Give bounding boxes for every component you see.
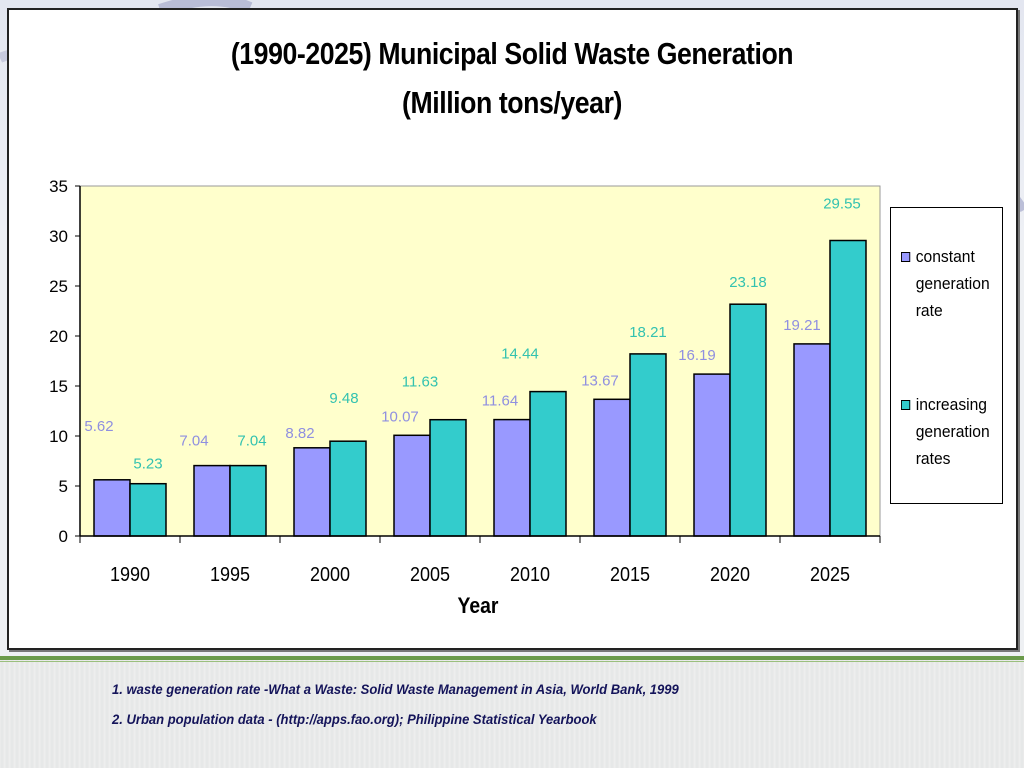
x-tick-label: 2010 — [510, 564, 550, 586]
legend-item-increasing: increasing generation rates — [901, 391, 993, 472]
bar-constant-1995 — [193, 464, 231, 537]
footnote-source-1: 1. waste generation rate -What a Waste: … — [112, 681, 679, 697]
data-label-increasing-2015: 18.21 — [629, 324, 667, 341]
bar-constant-2010 — [493, 418, 531, 537]
y-axis: 0 5 10 15 20 25 30 35 — [49, 177, 81, 546]
data-label-constant-2025: 19.21 — [783, 317, 821, 334]
y-tick-label: 30 — [49, 227, 68, 246]
y-tick-label: 25 — [49, 277, 68, 296]
legend-swatch-increasing — [901, 400, 911, 410]
bar-increasing-2015 — [629, 353, 667, 537]
y-tick-label: 35 — [49, 177, 68, 196]
x-tick-label: 2020 — [710, 564, 750, 586]
data-label-constant-2000: 8.82 — [285, 425, 314, 442]
y-tick-label: 0 — [59, 527, 68, 546]
data-label-constant-2010: 11.64 — [482, 393, 518, 410]
accent-divider — [0, 656, 1024, 660]
x-tick-label: 2005 — [410, 564, 450, 586]
data-label-increasing-2010: 14.44 — [501, 346, 539, 363]
x-axis: 1990 1995 2000 2005 2010 2015 2020 2025 — [79, 535, 881, 586]
bar-increasing-2005 — [429, 418, 467, 537]
x-tick-label: 2025 — [810, 564, 850, 586]
data-label-constant-1990: 5.62 — [84, 418, 113, 435]
bar-increasing-1990 — [129, 482, 167, 537]
y-tick-label: 20 — [49, 327, 68, 346]
slide-background-bottom — [0, 660, 1024, 768]
legend-swatch-constant — [901, 252, 911, 262]
y-tick-label: 5 — [59, 477, 68, 496]
data-label-increasing-1990: 5.23 — [133, 456, 162, 473]
y-tick-label: 15 — [49, 377, 68, 396]
bar-constant-1990 — [93, 479, 131, 537]
data-label-increasing-2020: 23.18 — [729, 274, 767, 291]
x-tick-label: 2000 — [310, 564, 350, 586]
data-label-increasing-2025: 29.55 — [823, 196, 861, 213]
bar-constant-2025 — [793, 343, 831, 537]
bar-constant-2000 — [293, 447, 331, 537]
x-tick-label: 1990 — [110, 564, 150, 586]
legend-item-constant: constant generation rate — [901, 243, 993, 324]
data-labels-group: 5.62 5.23 7.04 7.04 8.82 9.48 10.07 11.63 11.64 1… — [84, 196, 860, 473]
data-label-constant-2005: 10.07 — [381, 408, 419, 425]
bar-increasing-2020 — [729, 303, 767, 537]
x-tick-label: 2015 — [610, 564, 650, 586]
bar-increasing-2000 — [329, 440, 367, 537]
legend-label: increasing generation rates — [915, 395, 990, 468]
data-label-increasing-1995: 7.04 — [237, 433, 266, 450]
data-label-constant-2020: 16.19 — [678, 347, 716, 364]
data-label-constant-2015: 13.67 — [581, 372, 619, 389]
bar-constant-2015 — [593, 398, 631, 537]
x-tick-label: 1995 — [210, 564, 250, 586]
data-label-constant-1995: 7.04 — [179, 433, 208, 450]
data-label-increasing-2005: 11.63 — [402, 374, 438, 391]
footnote-source-2: 2. Urban population data - (http://apps.… — [112, 711, 597, 727]
y-tick-label: 10 — [49, 427, 68, 446]
legend-label: constant generation rate — [915, 247, 990, 320]
bar-increasing-2010 — [529, 390, 567, 537]
accent-divider-thin — [0, 661, 1024, 662]
bars-group — [93, 239, 867, 537]
chart-subtitle: (Million tons/year) — [402, 85, 622, 120]
bar-increasing-2025 — [829, 239, 867, 537]
chart-title: (1990-2025) Municipal Solid Waste Genera… — [230, 36, 794, 71]
x-axis-title: Year — [458, 594, 499, 618]
bar-constant-2020 — [693, 373, 731, 537]
chart-legend: constant generation rate increasing gene… — [890, 207, 1003, 504]
bar-increasing-1995 — [229, 464, 267, 537]
data-label-increasing-2000: 9.48 — [329, 390, 358, 407]
bar-constant-2005 — [393, 434, 431, 537]
